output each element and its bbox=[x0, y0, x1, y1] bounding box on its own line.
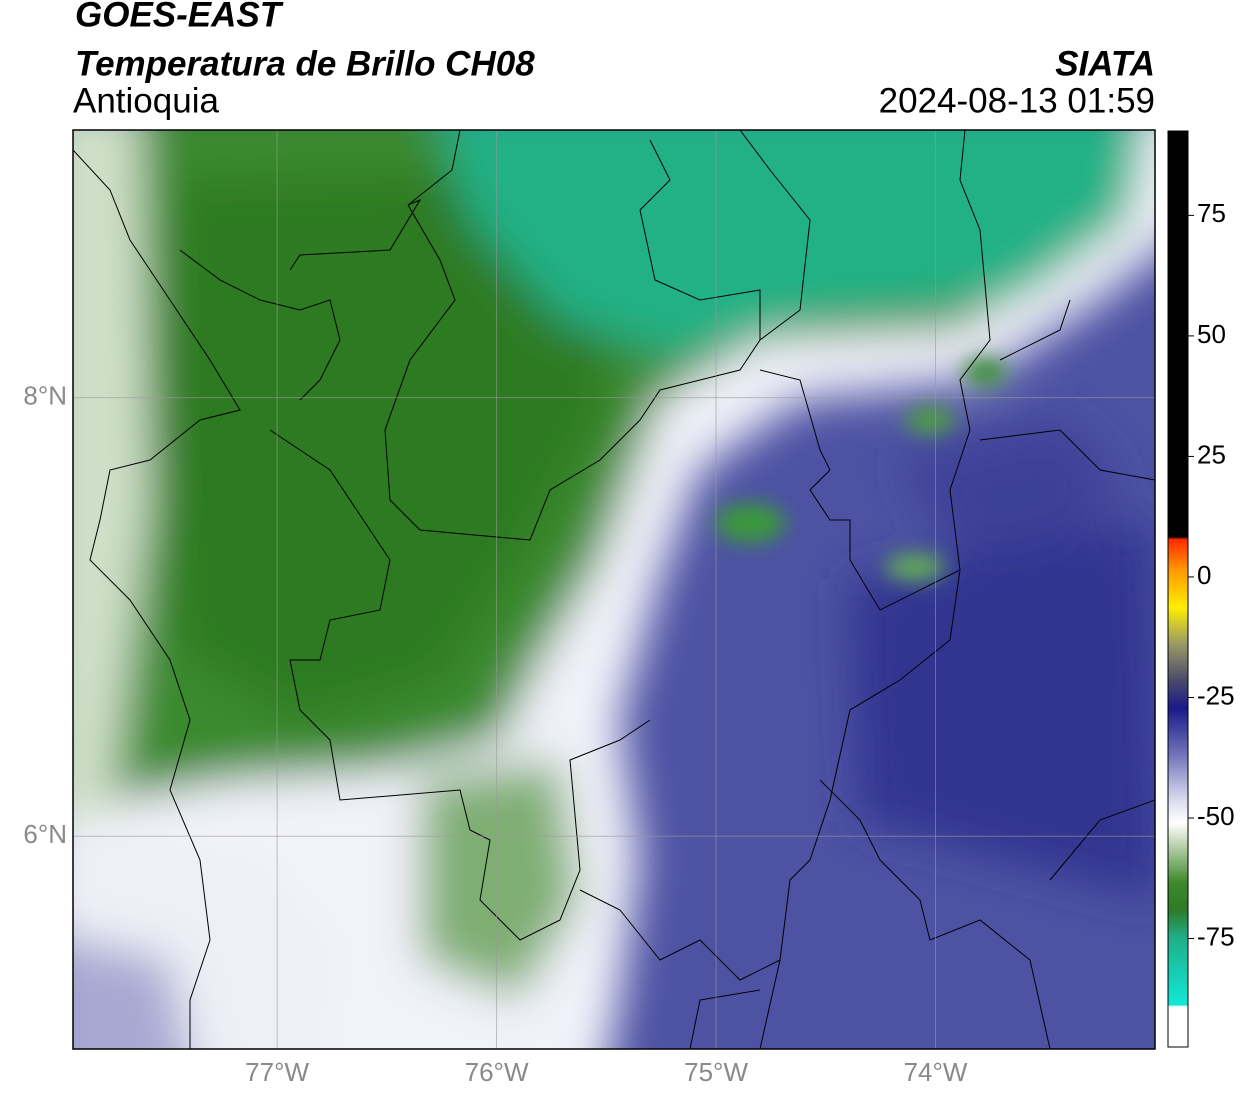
grid bbox=[73, 130, 1155, 1049]
colorbar-tick-label: -75 bbox=[1197, 921, 1235, 951]
lon-tick-label: 76°W bbox=[465, 1057, 529, 1087]
datetime: 2024-08-13 01:59 bbox=[879, 81, 1155, 120]
source: SIATA bbox=[1055, 44, 1155, 83]
lon-tick-label: 75°W bbox=[684, 1057, 748, 1087]
lon-tick-label: 77°W bbox=[245, 1057, 309, 1087]
satellite-image bbox=[73, 130, 1155, 1049]
colorbar-tick-label: -25 bbox=[1197, 680, 1235, 710]
title: GOES-EAST bbox=[75, 0, 284, 34]
lat-tick-label: 8°N bbox=[23, 380, 67, 410]
colorbar-tick-label: 50 bbox=[1197, 319, 1226, 349]
colorbar-tick-label: 25 bbox=[1197, 439, 1226, 469]
colorbar-tick-label: 75 bbox=[1197, 198, 1226, 228]
lon-tick-label: 74°W bbox=[904, 1057, 968, 1087]
colorbar bbox=[1167, 130, 1189, 1048]
colorbar-tick-label: 0 bbox=[1197, 560, 1211, 590]
colorbar-tick-label: -50 bbox=[1197, 801, 1235, 831]
colorbar-axis: 75 50 25 0 -25 -50 -75 bbox=[1188, 198, 1235, 951]
map-frame bbox=[72, 129, 1156, 1050]
subtitle: Temperatura de Brillo CH08 bbox=[75, 44, 535, 83]
lat-tick-label: 6°N bbox=[23, 819, 67, 849]
region: Antioquia bbox=[73, 81, 219, 120]
boundaries bbox=[73, 130, 1155, 1049]
